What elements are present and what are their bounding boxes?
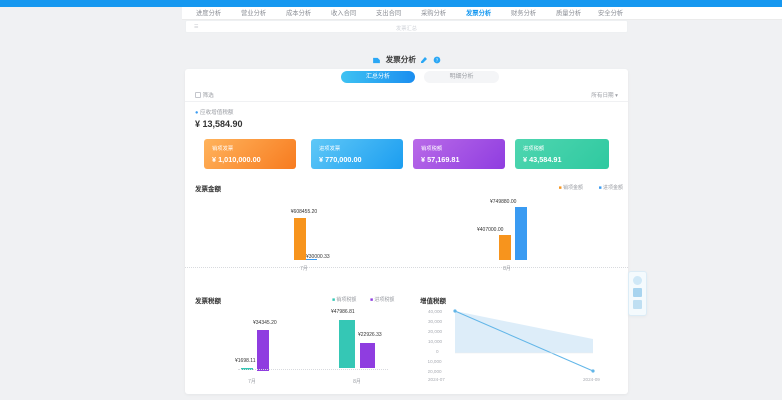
svg-text:2024-09: 2024-09 xyxy=(583,377,600,382)
svg-text:10,000: 10,000 xyxy=(428,339,442,344)
svg-text:-10,000: -10,000 xyxy=(428,359,442,364)
svg-text:-20,000: -20,000 xyxy=(428,369,442,374)
svg-text:0: 0 xyxy=(436,349,439,354)
svg-text:30,000: 30,000 xyxy=(428,319,442,324)
svg-text:20,000: 20,000 xyxy=(428,329,442,334)
svg-text:40,000: 40,000 xyxy=(428,309,442,314)
svg-text:2024-07: 2024-07 xyxy=(428,377,445,382)
